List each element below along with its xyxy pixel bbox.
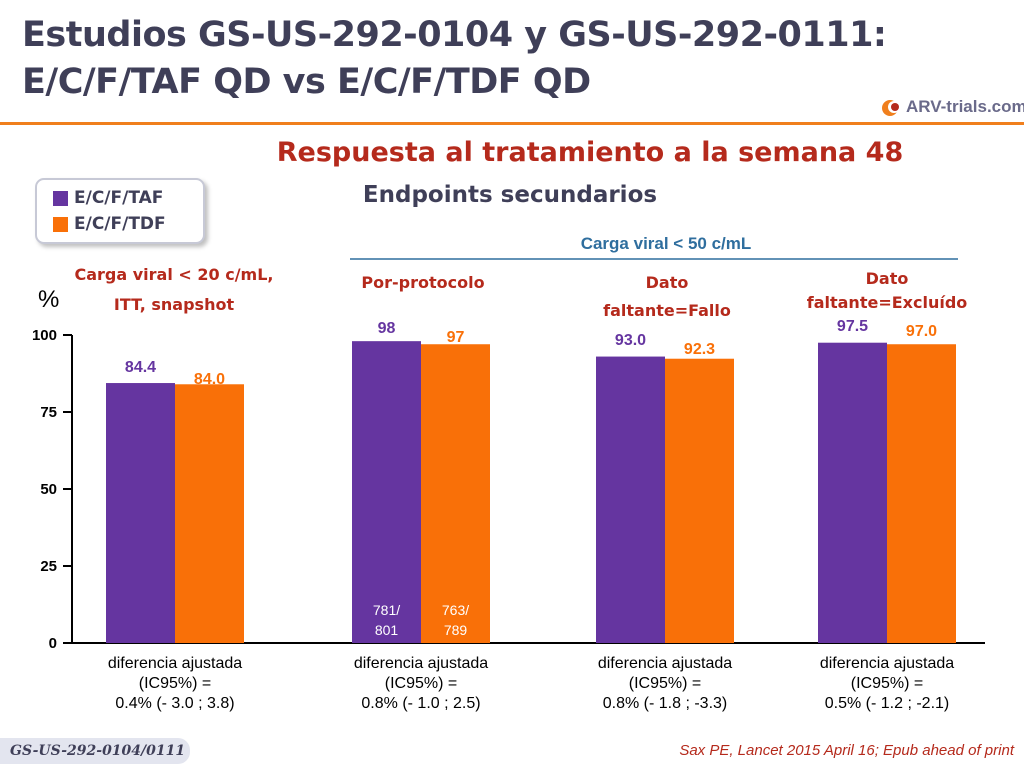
y-tick-label: 50	[40, 481, 57, 498]
data-label: 92.3	[684, 341, 715, 358]
group-footnote-4: 0.5% (- 1.2 ; -2.1)	[825, 695, 950, 712]
data-label: 97.5	[837, 318, 868, 335]
title-divider	[0, 122, 1024, 125]
slide-title: Estudios GS-US-292-0104 y GS-US-292-0111…	[22, 12, 902, 106]
bar-ecftdf	[665, 358, 734, 643]
group-footnote-3: (IC95%) =	[629, 675, 701, 692]
data-label: 84.4	[125, 359, 156, 376]
group-footnote-3: 0.8% (- 1.8 ; -3.3)	[603, 695, 728, 712]
group-footnote-1: (IC95%) =	[139, 675, 211, 692]
title-line-1: Estudios GS-US-292-0104 y GS-US-292-0111…	[22, 15, 887, 55]
chart-subtitle: Respuesta al tratamiento a la semana 48	[276, 137, 904, 168]
chart-subtitle-2: Endpoints secundarios	[362, 182, 658, 208]
legend-label-tdf: E/C/F/TDF	[74, 214, 166, 234]
bar-ecftdf	[421, 344, 490, 643]
bar-ecftaf	[352, 341, 421, 643]
group-footnote-2: 0.8% (- 1.0 ; 2.5)	[361, 695, 480, 712]
citation: Sax PE, Lancet 2015 April 16; Epub ahead…	[679, 742, 1014, 759]
legend-swatch-tdf	[53, 216, 68, 232]
legend-item-taf: E/C/F/TAF	[53, 186, 163, 210]
group-header-4: faltante=Excluído	[807, 293, 968, 312]
y-tick-label: 0	[49, 635, 57, 652]
logo-text: ARV-trials.com	[906, 97, 1024, 116]
group-footnote-2: diferencia ajustada	[354, 655, 488, 672]
group-header-2: Por-protocolo	[361, 273, 484, 292]
group-header-3: faltante=Fallo	[603, 301, 731, 320]
group-header-4: Dato	[866, 269, 909, 288]
bar-count-label: 801	[375, 622, 399, 638]
legend-swatch-taf	[53, 190, 68, 206]
legend-label-taf: E/C/F/TAF	[74, 188, 164, 208]
bar-ecftdf	[887, 344, 956, 643]
y-axis-label: %	[38, 286, 59, 313]
bar-count-label: 781/	[373, 602, 400, 618]
y-tick-label: 75	[40, 404, 57, 421]
group-footnote-2: (IC95%) =	[385, 675, 457, 692]
legend-item-tdf: E/C/F/TDF	[53, 212, 166, 236]
bar-ecftaf	[818, 342, 887, 643]
data-label: 98	[378, 320, 396, 337]
group-header-1: Carga viral < 20 c/mL,	[75, 265, 274, 284]
data-label: 84.0	[194, 371, 225, 388]
bar-ecftdf	[175, 384, 244, 643]
data-label: 97.0	[906, 323, 937, 340]
legend: E/C/F/TAF E/C/F/TDF	[35, 178, 205, 244]
bar-ecftaf	[106, 383, 175, 643]
data-label: 97	[447, 329, 465, 346]
arv-trials-logo: ARV-trials.com	[880, 96, 1024, 120]
data-label: 93.0	[615, 332, 646, 349]
title-line-2: E/C/F/TAF QD vs E/C/F/TDF QD	[22, 62, 591, 102]
logo-swirl-icon	[882, 100, 900, 116]
group-header-3: Dato	[646, 273, 689, 292]
bracket-label: Carga viral < 50 c/mL	[581, 234, 752, 253]
study-tag: GS-US-292-0104/0111	[0, 738, 190, 764]
bar-ecftaf	[596, 356, 665, 643]
bar-count-label: 763/	[442, 602, 469, 618]
y-tick-label: 100	[32, 327, 57, 344]
group-footnote-4: (IC95%) =	[851, 675, 923, 692]
group-footnote-4: diferencia ajustada	[820, 655, 954, 672]
group-footnote-1: diferencia ajustada	[108, 655, 242, 672]
group-footnote-3: diferencia ajustada	[598, 655, 732, 672]
bar-count-label: 789	[444, 622, 468, 638]
group-header-1: ITT, snapshot	[114, 295, 235, 314]
y-tick-label: 25	[40, 558, 57, 575]
group-footnote-1: 0.4% (- 3.0 ; 3.8)	[115, 695, 234, 712]
